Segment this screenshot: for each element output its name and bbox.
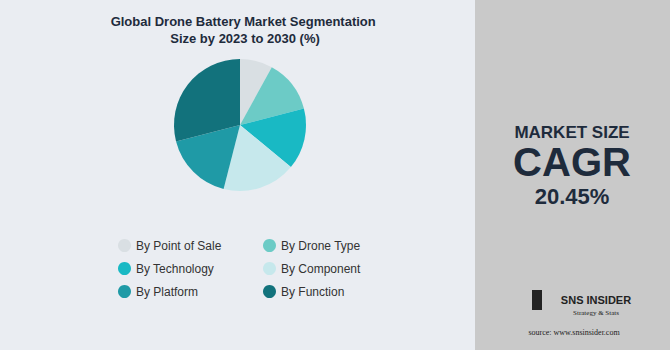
svg-text:Size by 2023 to 2030 (%): Size by 2023 to 2030 (%)	[170, 31, 320, 46]
svg-text:By Platform: By Platform	[136, 285, 198, 299]
svg-text:source: www.snsinsider.com: source: www.snsinsider.com	[528, 328, 620, 337]
svg-text:By Drone Type: By Drone Type	[281, 239, 360, 253]
svg-text:20.45%: 20.45%	[535, 184, 610, 209]
svg-text:By Component: By Component	[281, 262, 361, 276]
svg-text:CAGR: CAGR	[513, 140, 631, 184]
svg-text:By Function: By Function	[281, 285, 344, 299]
svg-text:MARKET SIZE: MARKET SIZE	[514, 123, 629, 142]
svg-text:SNS INSIDER: SNS INSIDER	[561, 294, 631, 306]
svg-text:Strategy & Stats: Strategy & Stats	[573, 309, 619, 317]
svg-text:By Point of Sale: By Point of Sale	[136, 239, 222, 253]
svg-text:Global Drone Battery Market Se: Global Drone Battery Market Segmentation	[111, 14, 380, 29]
svg-text:By Technology: By Technology	[136, 262, 214, 276]
